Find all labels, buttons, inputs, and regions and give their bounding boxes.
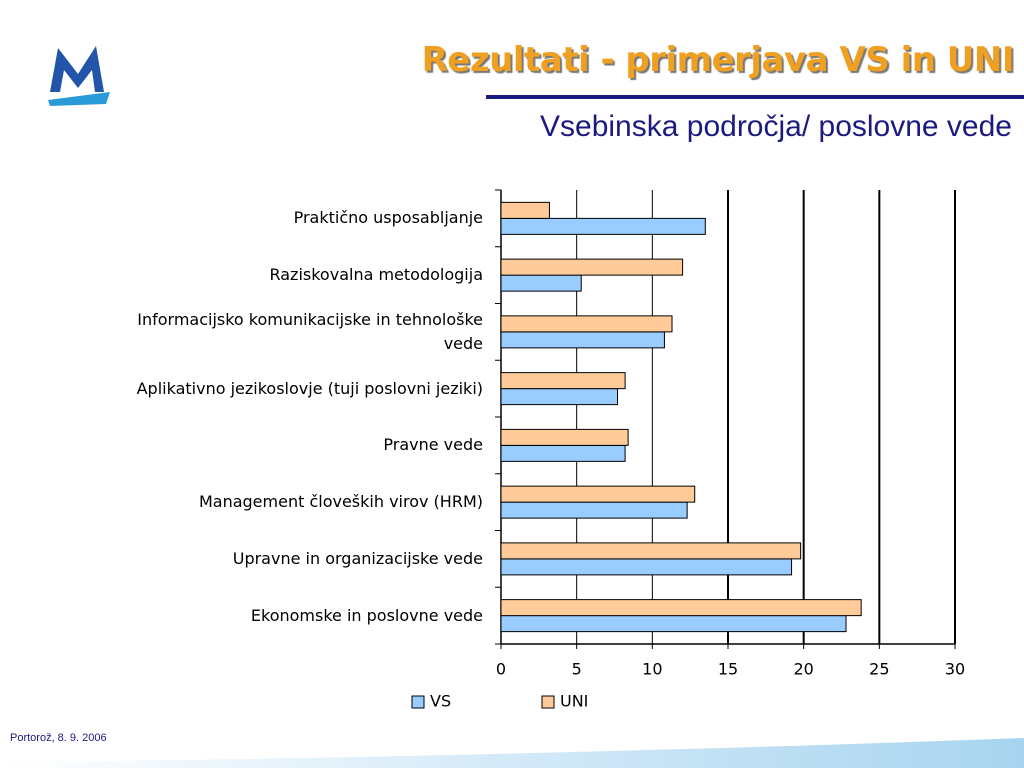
x-tick-label: 0 xyxy=(496,660,506,679)
bar xyxy=(500,485,696,503)
title: Rezultati - primerjava VS in UNI xyxy=(421,40,1015,80)
logo xyxy=(48,46,110,106)
bar xyxy=(500,444,626,462)
x-tick-label: 30 xyxy=(945,660,965,679)
legend-swatch xyxy=(541,695,555,709)
category-label: Raziskovalna metodologija xyxy=(269,265,483,285)
bar xyxy=(500,615,847,633)
bar xyxy=(500,201,550,219)
bar xyxy=(500,331,665,349)
legend-label: UNI xyxy=(560,692,588,711)
bar xyxy=(500,274,582,292)
bar xyxy=(500,258,684,276)
footer-wave xyxy=(0,738,1024,768)
bar xyxy=(500,542,802,560)
category-label: Informacijsko komunikacijske in tehnološ… xyxy=(137,309,483,353)
category-label: Upravne in organizacijske vede xyxy=(232,548,483,568)
bar xyxy=(500,558,793,576)
category-label: Aplikativno jezikoslovje (tuji poslovni … xyxy=(136,378,483,398)
bar xyxy=(500,428,629,446)
bar xyxy=(500,217,706,235)
legend-label: VS xyxy=(430,692,451,711)
bar xyxy=(500,315,673,333)
x-tick-label: 15 xyxy=(718,660,738,679)
bar xyxy=(500,599,862,617)
x-tick-label: 25 xyxy=(869,660,889,679)
category-label: Management človeških virov (HRM) xyxy=(198,492,483,512)
bar xyxy=(500,372,626,390)
legend-swatch xyxy=(411,695,425,709)
category-label: Pravne vede xyxy=(383,435,483,455)
category-label: Ekonomske in poslovne vede xyxy=(250,605,483,625)
x-tick-label: 10 xyxy=(642,660,662,679)
footer: Portorož, 8. 9. 2006 xyxy=(10,732,107,744)
bar xyxy=(500,388,619,406)
category-label: Praktično usposabljanje xyxy=(293,208,483,228)
bar xyxy=(500,501,688,519)
x-tick-label: 5 xyxy=(572,660,582,679)
subtitle: Vsebinska področja/ poslovne vede xyxy=(540,110,1012,143)
x-tick-label: 20 xyxy=(793,660,813,679)
